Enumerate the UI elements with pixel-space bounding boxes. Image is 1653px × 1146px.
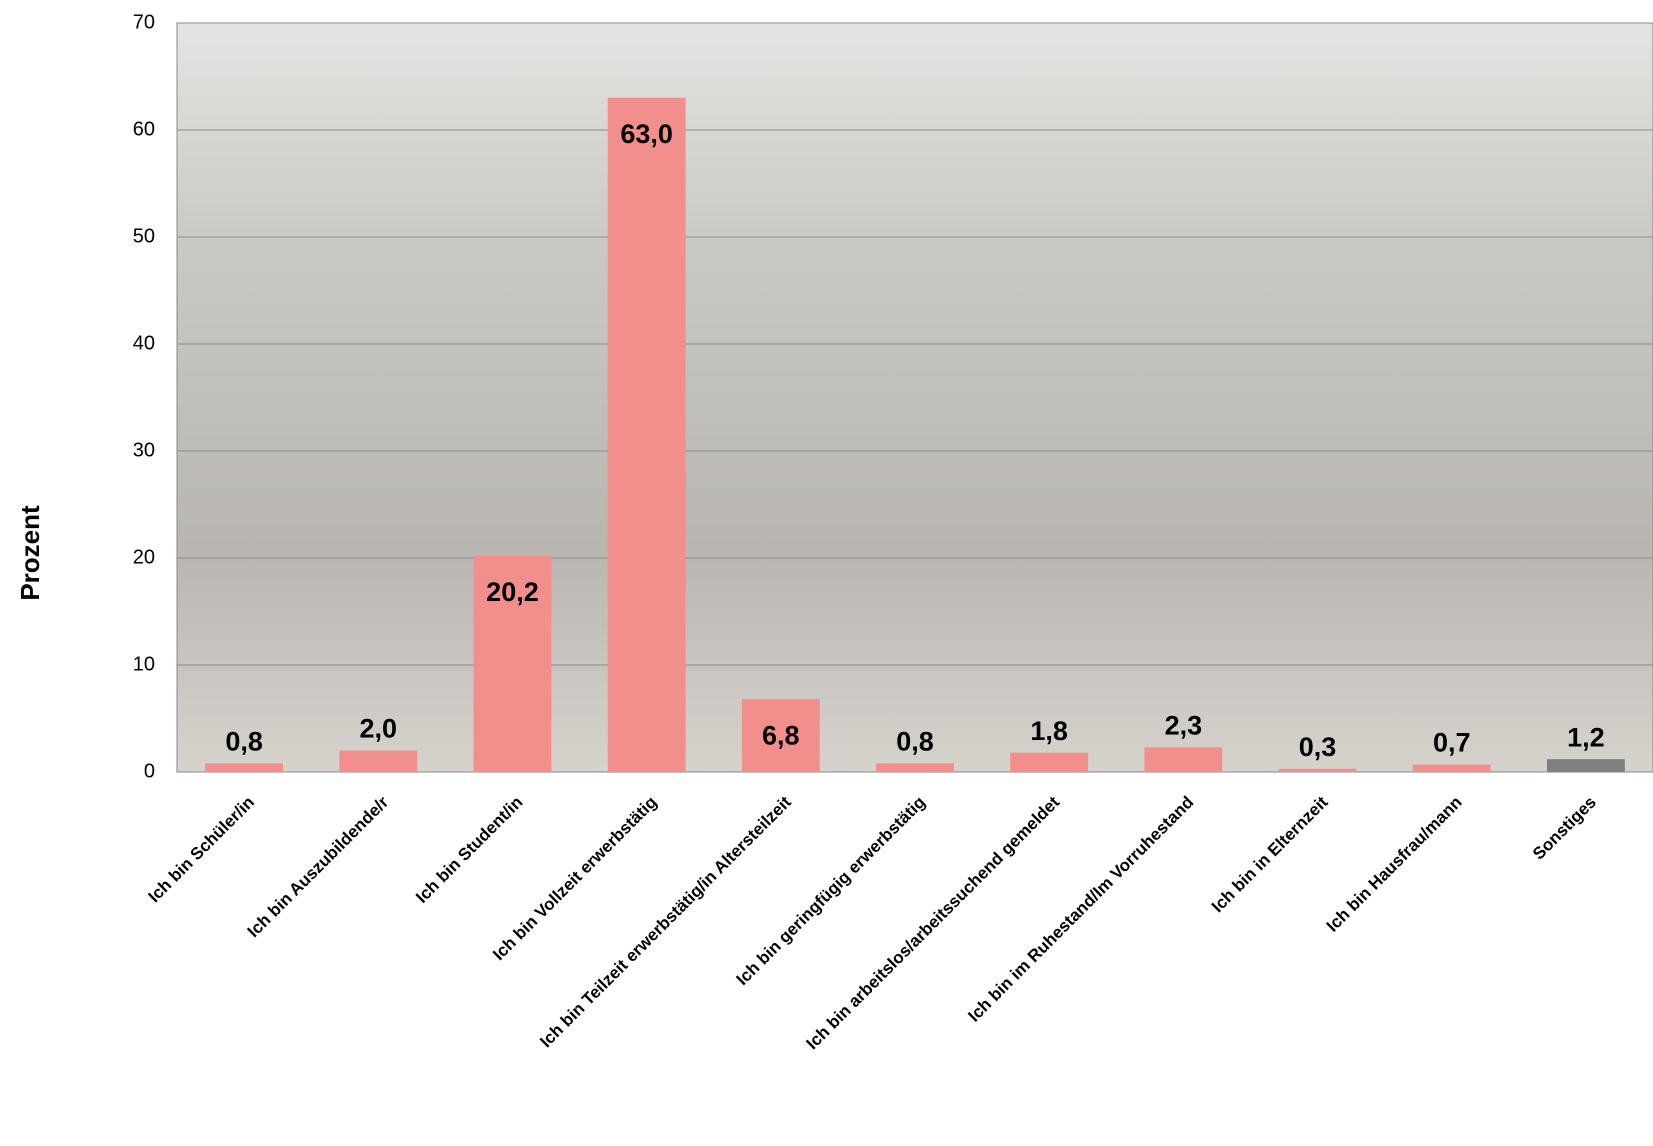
x-tick-label: Sonstiges [1529,793,1600,864]
value-label: 20,2 [486,577,539,607]
value-label: 2,3 [1165,711,1203,741]
y-tick-label: 0 [144,760,155,782]
value-label: 0,3 [1299,732,1337,762]
bar [339,750,418,772]
value-label: 0,8 [896,727,934,757]
x-tick-label: Ich bin Auszubildende/r [244,792,393,941]
y-tick-label: 50 [133,225,155,247]
bar [741,699,820,772]
bar [1278,768,1357,772]
bar [205,763,284,772]
value-label: 0,8 [225,727,263,757]
y-tick-label: 70 [133,11,155,33]
bar [1546,759,1625,772]
x-tick-label: Ich bin arbeitslos/arbeitssuchend gemeld… [803,792,1064,1053]
value-label: 0,7 [1433,728,1471,758]
y-tick-label: 10 [133,653,155,675]
value-label: 6,8 [762,720,800,750]
x-tick-label: Ich bin in Elternzeit [1208,792,1332,916]
value-label: 1,8 [1030,716,1068,746]
bar [473,555,552,772]
bar [876,763,954,772]
x-tick-label: Ich bin Hausfrau/mann [1323,793,1466,936]
y-tick-label: 30 [133,439,155,461]
plot-background [176,22,1653,773]
bar [1144,747,1223,772]
value-label: 1,2 [1567,722,1605,752]
x-tick-label: Ich bin Student/in [412,793,526,907]
y-axis-label: Prozent [15,505,45,601]
value-label: 2,0 [359,714,397,744]
y-tick-label: 40 [133,332,155,354]
x-tick-label: Ich bin im Ruhestand/Im Vorruhestand [964,793,1197,1026]
bar [1010,752,1089,772]
x-tick-label: Ich bin Schüler/in [144,793,258,907]
bar [1412,764,1491,772]
y-tick-label: 60 [133,118,155,140]
y-tick-label: 20 [133,546,155,568]
x-tick-label: Ich bin Teilzeit erwerbstätig/in Alterst… [536,792,795,1051]
bar [607,97,686,772]
value-label: 63,0 [620,119,673,149]
